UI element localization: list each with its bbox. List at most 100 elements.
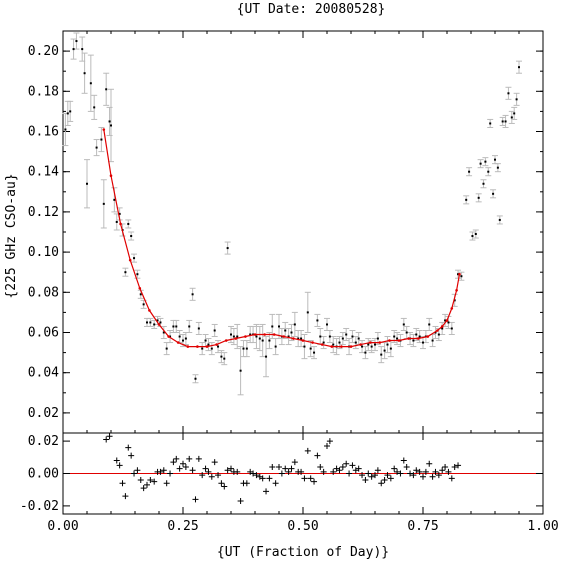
data-point [422, 341, 424, 344]
residual-point [182, 464, 189, 471]
residual-point [160, 467, 167, 474]
residual-point [228, 465, 234, 472]
data-point [357, 337, 360, 340]
residual-point [125, 444, 132, 451]
data-point [313, 351, 316, 354]
data-point [133, 257, 136, 260]
data-point [172, 325, 175, 328]
residual-point [400, 457, 407, 464]
data-point [245, 347, 248, 350]
residual-point [167, 470, 174, 477]
data-point [303, 345, 306, 348]
data-point [130, 235, 133, 238]
data-point [93, 106, 96, 109]
data-point [518, 66, 520, 69]
residual-point [304, 447, 311, 454]
residual-point [218, 480, 225, 487]
data-point [370, 345, 373, 348]
data-point [142, 303, 145, 306]
residual-point [122, 493, 129, 500]
residual-point [445, 468, 452, 475]
data-point [496, 166, 499, 169]
main-y-tick-label: 0.04 [28, 366, 59, 381]
residual-point [202, 465, 209, 472]
residual-point [199, 472, 206, 479]
data-point [86, 182, 88, 185]
residual-point [311, 478, 318, 485]
data-point [345, 333, 348, 336]
x-axis-label: {UT (Fraction of Day)} [217, 545, 389, 560]
fit-line [103, 129, 461, 348]
data-point [297, 337, 300, 340]
data-point [153, 323, 156, 326]
data-point [383, 349, 386, 352]
data-point [83, 72, 86, 75]
residual-point [253, 472, 260, 479]
main-y-tick-label: 0.02 [28, 406, 59, 421]
residual-point [413, 467, 420, 474]
data-point [69, 110, 72, 113]
residual-point [157, 468, 164, 475]
residual-point [336, 467, 343, 474]
residual-point [186, 455, 193, 462]
data-point [284, 329, 287, 332]
data-point [102, 202, 105, 205]
data-point [504, 120, 507, 123]
residual-point [195, 455, 202, 462]
data-point [115, 220, 118, 223]
residual-point [119, 480, 126, 487]
residual-point [224, 467, 231, 474]
residual-point [343, 460, 350, 467]
data-point [484, 160, 487, 163]
residual-point [330, 468, 337, 475]
data-point [255, 335, 258, 338]
data-point [118, 212, 121, 215]
data-point [332, 343, 335, 346]
residual-point [432, 468, 439, 475]
residual-panel: -0.02 0.00 0.02 0.00 0.25 0.50 0.75 1.00 [20, 432, 559, 534]
data-point [159, 321, 162, 324]
data-point [213, 329, 216, 332]
data-point [210, 347, 213, 350]
residual-point [301, 475, 308, 482]
main-y-tick-label: 0.14 [28, 165, 59, 180]
data-point [66, 112, 69, 115]
x-tick-label: 0.50 [287, 519, 318, 534]
data-point [108, 120, 111, 123]
residual-point [211, 459, 218, 466]
data-point [322, 341, 325, 344]
data-point [494, 158, 496, 161]
residual-point [391, 465, 398, 472]
residual-point [215, 472, 222, 479]
residual-point [442, 464, 449, 471]
residual-y-tick-label: -0.02 [20, 499, 59, 514]
residual-point [326, 438, 333, 445]
data-point [100, 138, 103, 141]
data-point [124, 271, 127, 274]
data-point [110, 124, 112, 127]
data-point [412, 339, 415, 342]
data-point [386, 343, 389, 346]
data-point [149, 321, 152, 324]
residual-point [144, 481, 150, 488]
data-point [415, 333, 418, 336]
data-point [188, 325, 191, 328]
residual-point [455, 462, 462, 469]
residual-point [435, 472, 442, 479]
data-point [361, 345, 364, 348]
y-axis-label: {225 GHz CSO-au} [4, 173, 19, 298]
main-y-tick-label: 0.10 [28, 245, 59, 260]
data-point [162, 331, 165, 334]
residual-point [113, 457, 120, 464]
residual-point [339, 464, 346, 471]
residual-point [250, 470, 257, 477]
data-point [341, 337, 344, 340]
data-point [380, 353, 383, 356]
main-y-tick-label: 0.08 [28, 285, 59, 300]
data-point [498, 218, 501, 221]
residual-point [448, 475, 455, 482]
data-point [278, 325, 280, 328]
data-point [471, 235, 474, 238]
data-point [309, 347, 312, 350]
data-point [447, 321, 450, 324]
